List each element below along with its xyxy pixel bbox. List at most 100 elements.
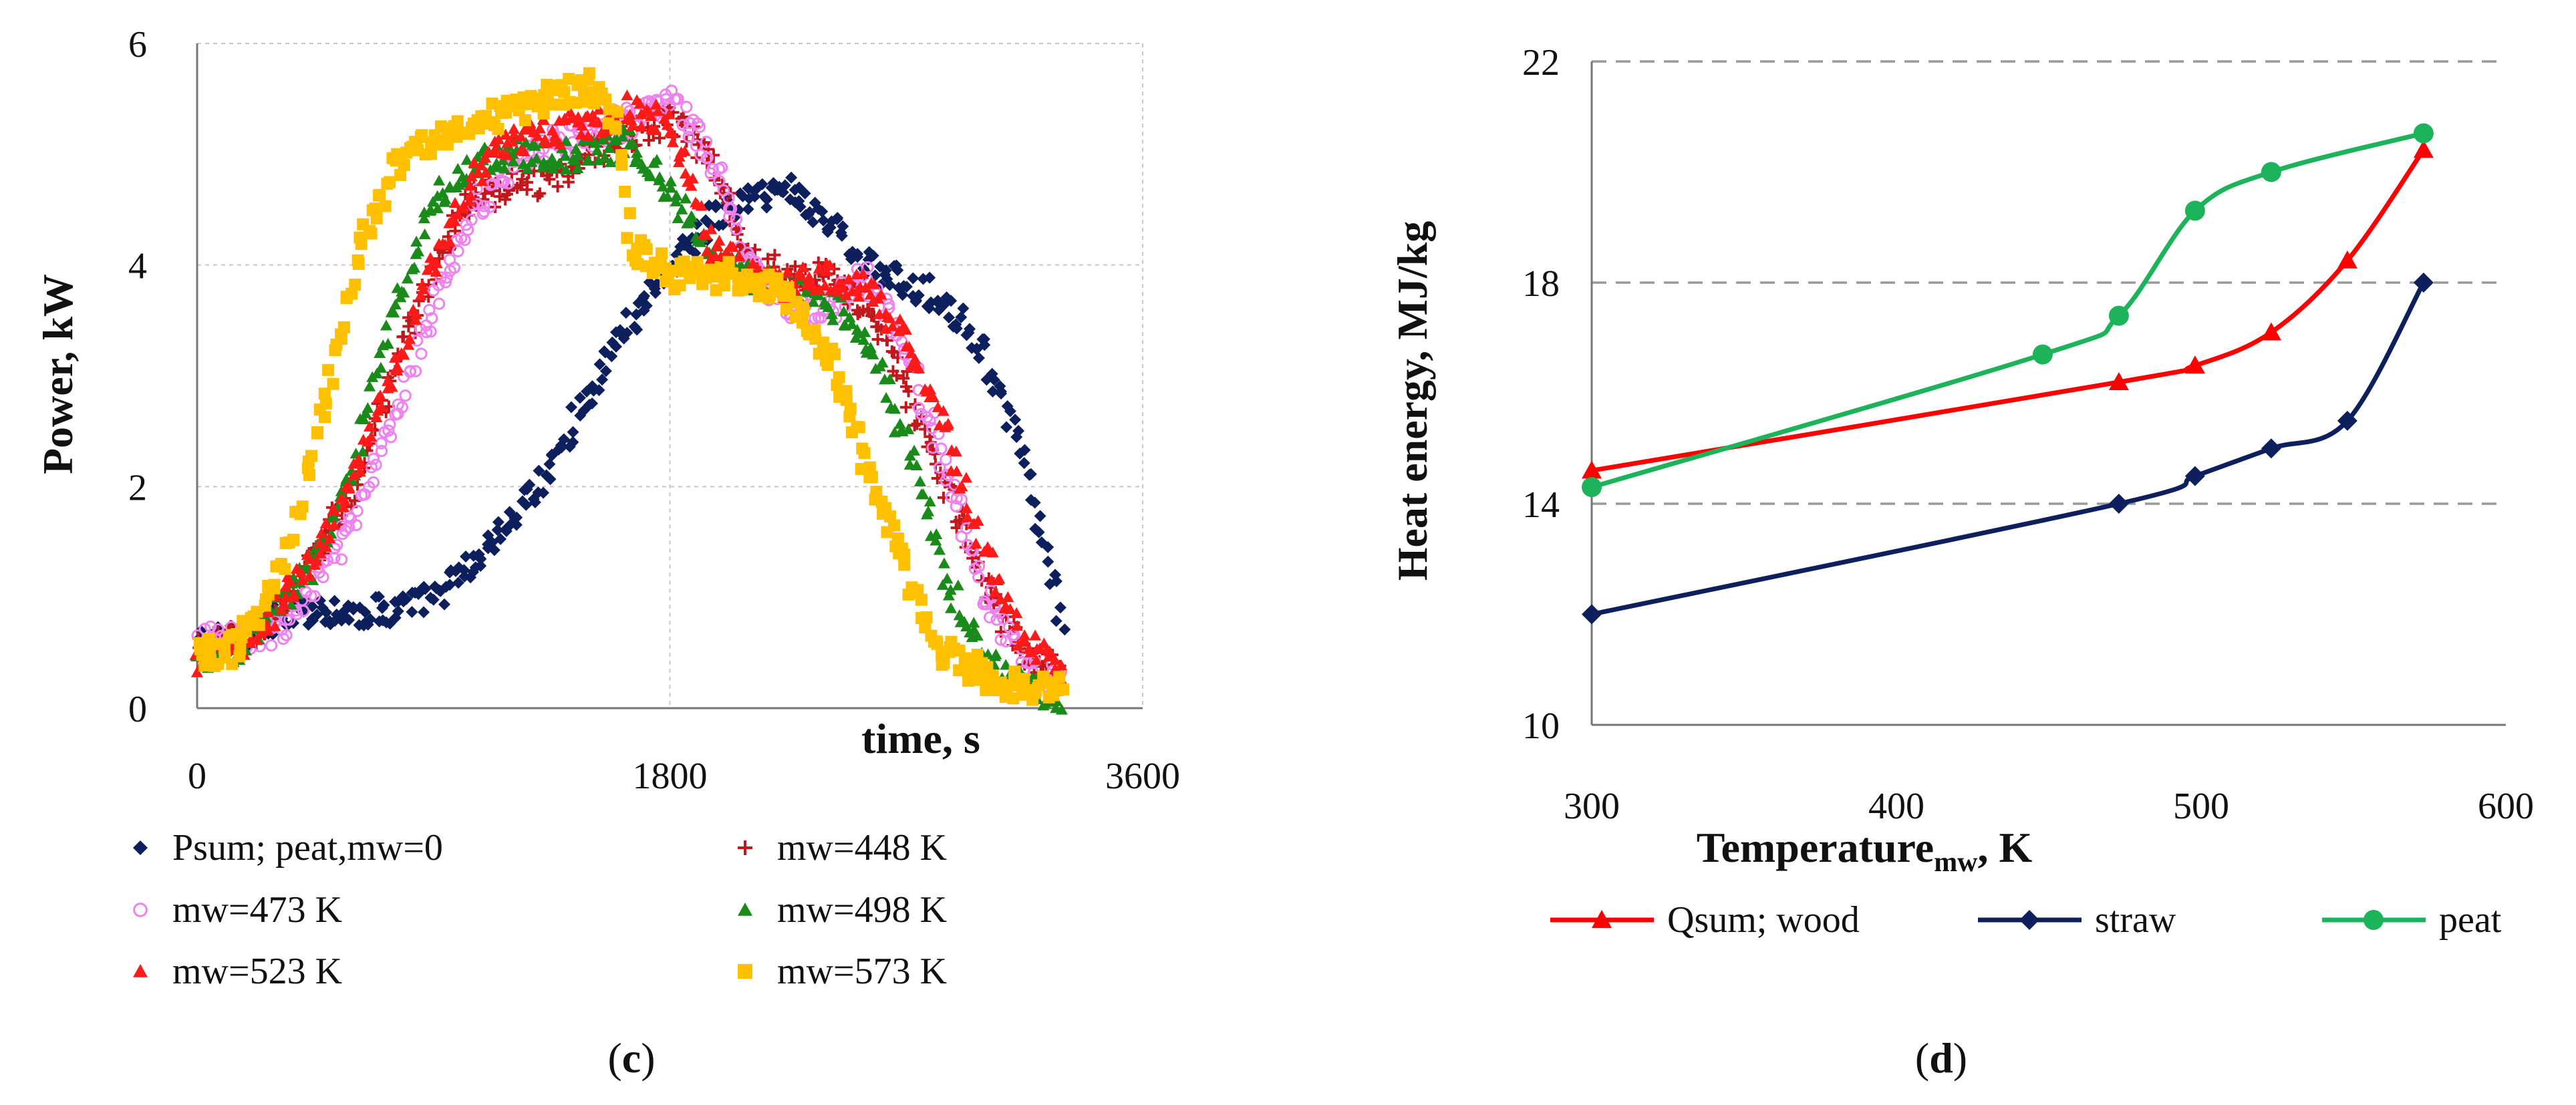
panel-c-point-mw-573-k-223 [716,269,728,282]
panel-c-point-mw-573-k-347 [1008,665,1021,678]
panel-c-point-mw-473-k-98 [424,325,437,338]
panel-d-letter: d [1929,1034,1953,1082]
panel-c-legend-label-mw-498-k: mw=498 K [777,889,947,931]
panel-c-point-mw-523-k-54 [319,540,332,552]
panel-c-point-mw-573-k-81 [384,176,396,188]
panel-c-point-mw-523-k-74 [365,430,378,442]
panel-c-point-mw-498-k-309 [923,495,936,507]
panel-c-point-mw-523-k-73 [363,420,376,432]
panel-c-point-mw-498-k-328 [968,617,980,628]
panel-d-tick-labels: 10 14 18 22 300 400 500 600 [1522,42,2534,827]
panel-c-point-mw-473-k-81 [384,418,396,431]
panel-c-point-mw-523-k-194 [650,124,662,135]
panel-c-point-mw-573-k-61 [335,333,347,345]
panel-c-point-mw-523-k-56 [323,532,336,543]
panel-c-point-psum-peat-mw-0-357 [1032,526,1045,538]
panel-c-point-mw-448-k-133 [503,184,516,196]
panel-c-point-mw-498-k-335 [982,648,994,659]
panel-c-point-psum-peat-mw-0-299 [896,289,909,301]
panel-c-tick-labels: 0 2 4 6 0 1800 3600 [128,24,1180,797]
panel-c-point-psum-peat-mw-0-80 [378,599,390,611]
panel-c-point-mw-523-k-318 [942,420,954,431]
panel-c-point-psum-peat-mw-0-60 [330,608,343,621]
panel-c-legend-item-mw-573-k: mw=573 K [738,951,947,992]
panel-c-point-mw-473-k-323 [955,493,968,506]
panel-c-point-mw-498-k-74 [364,380,376,391]
panel-c-point-mw-448-k-190 [642,134,655,146]
panel-c-legend-marker-mw-573-k [738,964,752,979]
panel-c-point-mw-523-k-195 [650,98,662,110]
panel-c-point-mw-473-k-60 [335,553,348,566]
panel-d-point-qsum-wood-4 [2337,250,2357,269]
panel-c-point-mw-573-k-173 [599,93,612,106]
panel-c-point-mw-473-k-306 [912,402,925,415]
panel-c-point-mw-448-k-140 [521,176,533,188]
panel-c-point-mw-523-k-120 [475,159,488,170]
panel-c-point-mw-498-k-89 [401,273,414,284]
panel-c-point-mw-573-k-49 [305,450,318,462]
panel-c-point-psum-peat-mw-0-111 [452,577,464,589]
panel-c-point-psum-peat-mw-0-89 [400,593,413,605]
panel-c-point-mw-523-k-92 [410,308,422,319]
panel-c-point-mw-523-k-215 [700,228,712,241]
panel-c-point-mw-448-k-301 [899,401,912,414]
panel-c-point-mw-473-k-314 [935,442,948,455]
panel-c-point-mw-498-k-128 [491,161,504,172]
panel-c-point-mw-448-k-121 [478,187,491,200]
panel-d-point-qsum-wood-1 [2108,371,2129,390]
panel-c-point-mw-498-k-192 [644,170,657,182]
panel-c-point-mw-498-k-287 [867,348,879,359]
panel-c-point-mw-523-k-128 [492,133,505,144]
panel-c-point-mw-523-k-139 [518,145,531,156]
panel-d-ytick-18: 18 [1522,263,1560,305]
panel-c-point-mw-523-k-249 [781,266,794,277]
panel-c-point-mw-498-k-317 [941,573,954,584]
panel-c-point-psum-peat-mw-0-97 [419,583,432,595]
panel-c-point-mw-473-k-77 [375,437,388,450]
panel-c-point-mw-473-k-9 [212,623,225,636]
panel-c-point-mw-573-k-45 [296,500,309,513]
panel-c-point-psum-peat-mw-0-74 [364,613,377,625]
panel-c-point-psum-peat-mw-0-177 [609,340,622,353]
panel-c-point-mw-523-k-279 [853,291,865,302]
panel-c-point-psum-peat-mw-0-319 [945,295,958,307]
panel-c-point-psum-peat-mw-0-360 [1042,555,1054,568]
panel-c-point-mw-498-k-200 [664,175,677,186]
panel-c-point-mw-473-k-106 [440,271,453,284]
panel-c-point-mw-448-k-296 [890,369,903,382]
panel-d-x-axis-title-main: Temperature [1697,824,1935,871]
panel-c-point-mw-448-k-152 [551,180,564,193]
panel-c-point-mw-498-k-199 [662,190,674,202]
panel-c-point-mw-573-k-96 [416,129,428,142]
panel-c-point-mw-448-k-131 [499,193,512,206]
panel-c-point-mw-523-k-282 [857,268,869,279]
panel-c-point-mw-573-k-53 [319,411,331,424]
panel-c-point-mw-523-k-185 [626,119,639,131]
panel-c-point-psum-peat-mw-0-107 [444,579,456,591]
panel-c-point-mw-573-k-280 [851,421,863,434]
panel-c-point-mw-573-k-98 [424,148,437,160]
panel-d-legend-item-straw: straw [1978,899,2176,941]
panel-c-point-mw-498-k-304 [910,459,923,470]
panel-d-point-peat-1 [2032,344,2053,365]
panel-c-point-mw-498-k-321 [952,579,964,591]
panel-c-point-psum-peat-mw-0-292 [880,264,893,277]
panel-c-point-mw-473-k-217 [701,151,714,164]
panel-c-point-mw-523-k-123 [480,167,492,178]
panel-c-point-mw-523-k-137 [515,130,527,142]
panel-c-point-mw-523-k-304 [909,353,921,364]
panel-c-point-mw-523-k-264 [813,283,825,295]
panel-c-point-mw-573-k-19 [234,643,247,655]
panel-c-point-mw-473-k-87 [396,401,409,414]
panel-c-point-mw-573-k-300 [898,559,911,571]
panel-c-point-psum-peat-mw-0-306 [912,289,925,301]
panel-c-point-psum-peat-mw-0-302 [907,272,919,285]
panel-c-point-mw-523-k-107 [443,236,456,247]
panel-d-x-axis-title: Temperaturemw, K [1697,824,2033,878]
panel-c-point-mw-498-k-140 [521,162,534,174]
panel-c-point-mw-448-k-304 [908,419,921,432]
panel-c-point-mw-498-k-151 [547,162,559,174]
panel-c-point-psum-peat-mw-0-126 [488,544,500,557]
panel-d-ytick-14: 14 [1522,484,1560,526]
panel-c-point-psum-peat-mw-0-156 [557,433,570,446]
